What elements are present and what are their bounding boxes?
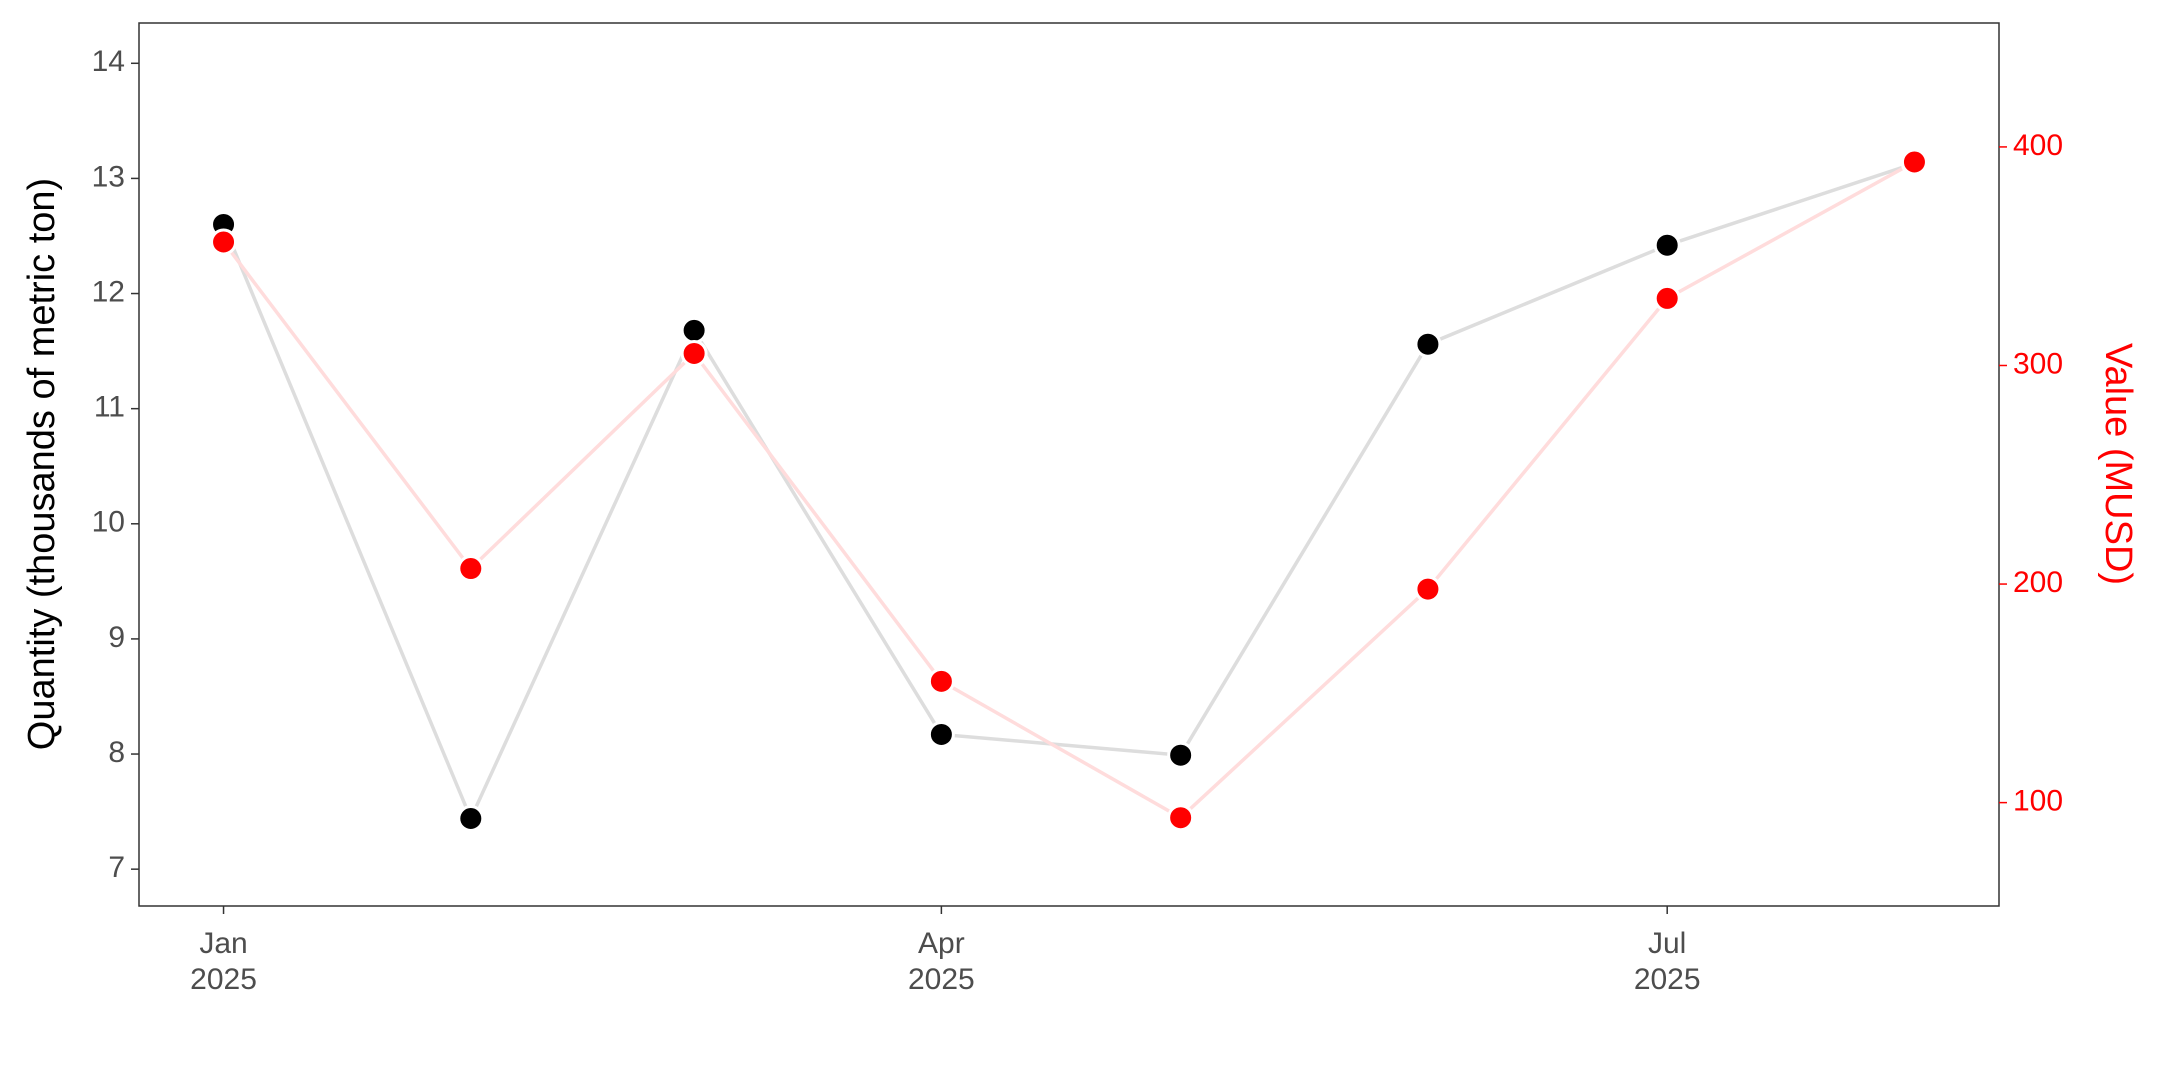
y-tick-label: 12 <box>92 275 125 308</box>
point <box>927 720 955 748</box>
y-tick-label: 14 <box>92 45 125 78</box>
point <box>457 805 485 833</box>
point <box>1167 804 1195 832</box>
y-tick-label: 9 <box>108 621 125 654</box>
y2-tick-label: 200 <box>2013 566 2063 599</box>
y2-tick-label: 300 <box>2013 347 2063 380</box>
point <box>1414 330 1442 358</box>
y-tick-label: 10 <box>92 506 125 539</box>
y-tick-label: 13 <box>92 160 125 193</box>
y-tick-label: 7 <box>108 851 125 884</box>
point <box>1414 575 1442 603</box>
point <box>457 555 485 583</box>
y-axis-title: Quantity (thousands of metric ton) <box>21 178 63 750</box>
point <box>1900 148 1928 176</box>
x-tick-label: Jul 2025 <box>1633 927 1701 996</box>
series-line <box>221 161 1916 823</box>
point <box>1653 231 1681 259</box>
point <box>680 339 708 367</box>
series-line <box>222 160 1916 820</box>
y2-axis-title: Value (MUSD) <box>2097 343 2139 585</box>
y-tick-label: 11 <box>94 391 125 424</box>
y-tick-label: 8 <box>108 736 125 769</box>
point <box>210 228 238 256</box>
point <box>1653 284 1681 312</box>
point <box>927 667 955 695</box>
x-tick-label: Apr 2025 <box>908 927 975 996</box>
point <box>1167 741 1195 769</box>
y2-tick-label: 100 <box>2013 785 2063 818</box>
x-tick-label: Jan 2025 <box>190 927 257 996</box>
point <box>680 316 708 344</box>
plot-border <box>138 22 2000 907</box>
y2-tick-label: 400 <box>2013 129 2063 162</box>
